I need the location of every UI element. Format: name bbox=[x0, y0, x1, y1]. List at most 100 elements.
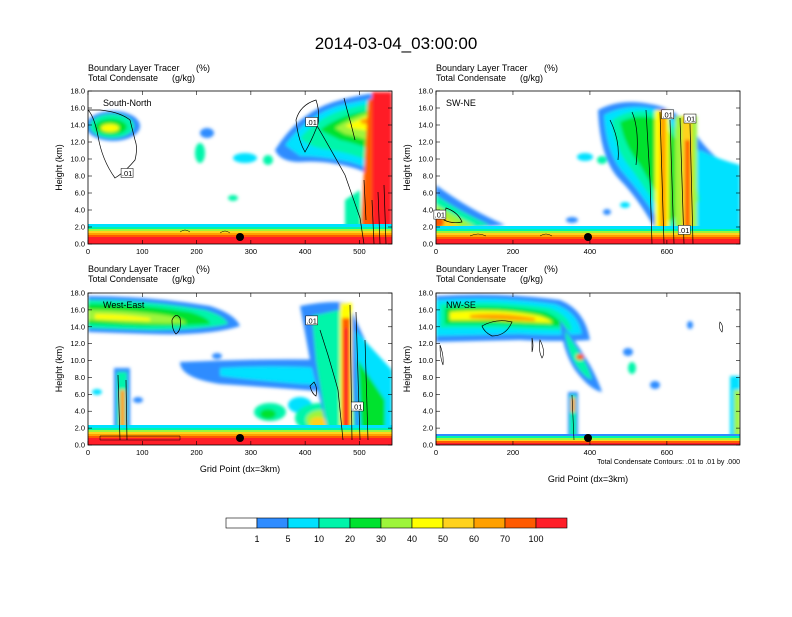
y-tick-label: 4.0 bbox=[423, 407, 433, 416]
y-tick-label: 16.0 bbox=[70, 104, 85, 113]
contour-label-box bbox=[351, 401, 364, 412]
colorbar-label: 70 bbox=[500, 534, 510, 544]
y-tick-label: 14.0 bbox=[418, 322, 433, 331]
colorbar-swatch bbox=[256, 517, 289, 529]
contour-label: .01 bbox=[306, 316, 316, 325]
panel-title: SW-NE bbox=[446, 98, 476, 108]
y-tick-label: 16.0 bbox=[418, 305, 433, 314]
y-tick-label: 18.0 bbox=[70, 87, 85, 96]
contour-label-box bbox=[305, 315, 318, 326]
x-axis-label: Grid Point (dx=3km) bbox=[200, 464, 280, 474]
colorbar-label: 60 bbox=[469, 534, 479, 544]
panel-subtitle-tracer: Boundary Layer Tracer bbox=[436, 63, 528, 73]
panel-subtitle-condensate-units: (g/kg) bbox=[520, 274, 543, 284]
y-tick-label: 16.0 bbox=[418, 104, 433, 113]
y-axis-label: Height (km) bbox=[402, 346, 412, 393]
panel-nw-se: Boundary Layer Tracer (%) Total Condensa… bbox=[402, 264, 741, 484]
panel-subtitle-tracer-units: (%) bbox=[196, 264, 210, 274]
panel-title: West-East bbox=[103, 300, 145, 310]
contour-label-box bbox=[305, 117, 318, 127]
x-ticks: 0 200 400 600 bbox=[434, 91, 673, 256]
contour-label: .01 bbox=[352, 403, 362, 412]
panel-subtitle-tracer-units: (%) bbox=[196, 63, 210, 73]
heatmap-field bbox=[436, 102, 740, 244]
contour-label: .01 bbox=[435, 211, 445, 220]
x-tick-label: 600 bbox=[661, 247, 674, 256]
panel-subtitle-condensate: Total Condensate bbox=[88, 73, 158, 83]
colorbar-label: 50 bbox=[438, 534, 448, 544]
x-tick-label: 200 bbox=[507, 247, 520, 256]
plot-frame bbox=[87, 90, 393, 245]
contour-label: .01 bbox=[679, 226, 689, 235]
y-axis-label: Height (km) bbox=[402, 144, 412, 191]
colorbar-swatch bbox=[287, 517, 320, 529]
contour-label-box bbox=[120, 168, 134, 178]
colorbar-swatch bbox=[504, 517, 537, 529]
panel-subtitle-condensate: Total Condensate bbox=[88, 274, 158, 284]
panel-sw-ne: Boundary Layer Tracer (%) Total Condensa… bbox=[402, 63, 741, 256]
plot-frame bbox=[435, 90, 741, 245]
x-tick-label: 0 bbox=[86, 247, 90, 256]
y-tick-label: 6.0 bbox=[423, 189, 433, 198]
panel-title: NW-SE bbox=[446, 300, 476, 310]
x-ticks: 0 200 400 600 bbox=[434, 293, 673, 457]
y-tick-label: 18.0 bbox=[418, 87, 433, 96]
contour-labels: .01 .01 bbox=[305, 315, 364, 412]
y-tick-label: 8.0 bbox=[75, 172, 85, 181]
colorbar-label: 40 bbox=[407, 534, 417, 544]
colorbar-label: 10 bbox=[314, 534, 324, 544]
y-axis-label: Height (km) bbox=[54, 144, 64, 191]
contour-labels: .01 .01 .01 .01 bbox=[433, 109, 697, 235]
panel-subtitle-condensate: Total Condensate bbox=[436, 274, 506, 284]
y-tick-label: 10.0 bbox=[70, 155, 85, 164]
contour-label-box bbox=[677, 225, 691, 235]
panel-subtitle-condensate-units: (g/kg) bbox=[520, 73, 543, 83]
plot-frame bbox=[435, 292, 741, 446]
contour-label-box bbox=[661, 109, 674, 120]
y-tick-label: 8.0 bbox=[75, 373, 85, 382]
contour-label: .01 bbox=[306, 118, 316, 127]
y-tick-label: 0.0 bbox=[423, 240, 433, 249]
x-ticks: 0 100 200 300 400 500 bbox=[86, 91, 366, 256]
contour-label: .01 bbox=[122, 169, 132, 178]
panel-subtitle-tracer-units: (%) bbox=[544, 63, 558, 73]
x-tick-label: 0 bbox=[86, 448, 90, 457]
y-tick-label: 2.0 bbox=[423, 424, 433, 433]
x-tick-label: 600 bbox=[661, 448, 674, 457]
x-tick-label: 100 bbox=[136, 448, 149, 457]
x-ticks: 0 100 200 300 400 500 bbox=[86, 293, 366, 457]
x-tick-label: 0 bbox=[434, 448, 438, 457]
panel-subtitle-tracer: Boundary Layer Tracer bbox=[88, 264, 180, 274]
y-tick-label: 10.0 bbox=[70, 356, 85, 365]
y-tick-label: 4.0 bbox=[75, 206, 85, 215]
y-tick-label: 6.0 bbox=[423, 390, 433, 399]
y-tick-label: 12.0 bbox=[418, 138, 433, 147]
y-tick-label: 2.0 bbox=[75, 223, 85, 232]
panel-subtitle-tracer: Boundary Layer Tracer bbox=[88, 63, 180, 73]
x-tick-label: 500 bbox=[353, 247, 366, 256]
panel-south-north: Boundary Layer Tracer (%) Total Condensa… bbox=[54, 63, 393, 256]
x-tick-label: 400 bbox=[299, 247, 312, 256]
panel-subtitle-tracer-units: (%) bbox=[544, 264, 558, 274]
y-tick-label: 18.0 bbox=[70, 289, 85, 298]
y-tick-label: 12.0 bbox=[70, 138, 85, 147]
x-tick-label: 200 bbox=[190, 448, 203, 457]
x-tick-label: 400 bbox=[584, 247, 597, 256]
heatmap-field bbox=[88, 296, 392, 445]
plot-frame bbox=[87, 292, 393, 446]
x-tick-label: 300 bbox=[245, 448, 258, 457]
y-tick-label: 10.0 bbox=[418, 356, 433, 365]
panel-title: South-North bbox=[103, 98, 152, 108]
y-tick-label: 6.0 bbox=[75, 189, 85, 198]
y-tick-label: 0.0 bbox=[423, 441, 433, 450]
contour-label-box bbox=[683, 113, 697, 124]
contour-label: .01 bbox=[685, 115, 695, 124]
y-tick-label: 12.0 bbox=[70, 339, 85, 348]
x-tick-label: 400 bbox=[299, 448, 312, 457]
colorbar-swatch bbox=[349, 517, 382, 529]
location-marker bbox=[584, 233, 592, 241]
x-tick-label: 0 bbox=[434, 247, 438, 256]
y-ticks: 0.0 2.0 4.0 6.0 8.0 10.0 12.0 14.0 16.0 18.0 bbox=[418, 289, 740, 450]
colorbar-label: 30 bbox=[376, 534, 386, 544]
